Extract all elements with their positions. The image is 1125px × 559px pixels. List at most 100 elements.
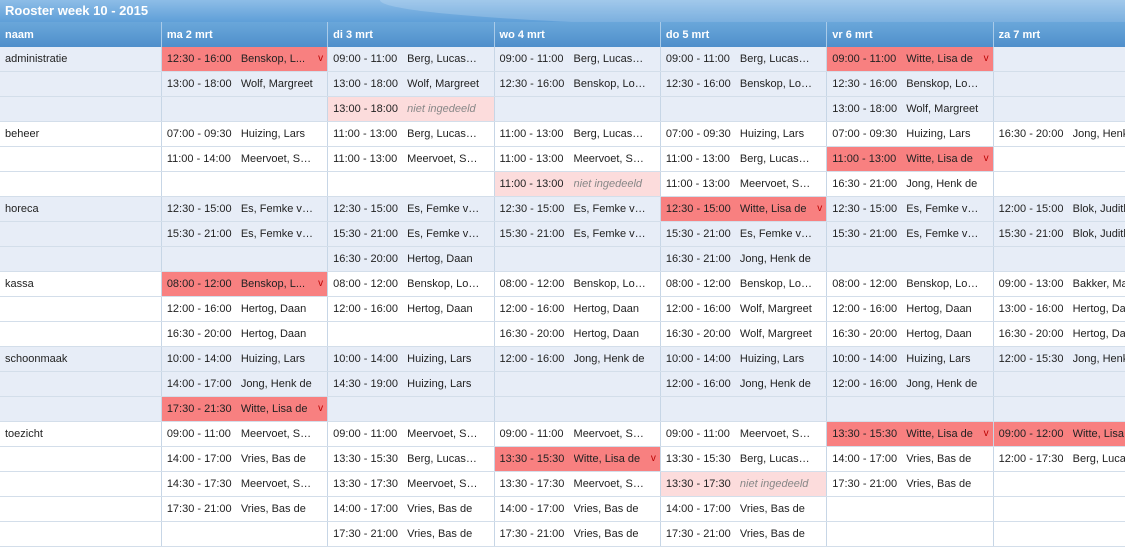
column-header-day[interactable]: di 3 mrt [327, 22, 495, 47]
shift[interactable]: 09:00 - 11:00 Meervoet, Sa... [162, 422, 327, 446]
day-cell[interactable] [161, 521, 329, 547]
shift-unassigned[interactable]: 13:00 - 18:00 niet ingedeeld [328, 97, 494, 121]
day-cell[interactable] [826, 496, 994, 522]
column-header-day[interactable]: wo 4 mrt [494, 22, 661, 47]
shift[interactable]: 16:30 - 20:00 Hertog, Daan [162, 322, 327, 346]
shift-conflict[interactable]: 11:00 - 13:00 Witte, Lisa de v [827, 147, 993, 171]
shift[interactable]: 10:00 - 14:00 Huizing, Lars [661, 347, 826, 371]
shift[interactable]: 12:00 - 16:00 Wolf, Margreet [661, 297, 826, 321]
shift[interactable]: 13:30 - 17:30 Meervoet, Sa... [328, 472, 493, 496]
shift[interactable]: 17:30 - 21:00 Vries, Bas de [661, 522, 826, 546]
shift[interactable]: 16:30 - 21:00 Jong, Henk de [661, 247, 826, 271]
shift[interactable]: 07:00 - 09:30 Huizing, Lars [661, 122, 826, 146]
day-cell[interactable] [826, 521, 994, 547]
shift[interactable]: 09:00 - 11:00 Berg, Lucas v... [495, 47, 660, 71]
shift[interactable]: 16:30 - 20:00 Hertog, Daan [495, 322, 660, 346]
day-cell[interactable] [660, 96, 828, 122]
day-cell[interactable] [993, 471, 1125, 497]
shift[interactable]: 12:00 - 16:00 Jong, Henk de [661, 372, 826, 396]
shift[interactable]: 16:30 - 20:00 Hertog, Daa [994, 322, 1125, 346]
shift[interactable]: 13:30 - 15:30 Berg, Lucas v... [661, 447, 826, 471]
column-header-day[interactable]: za 7 mrt [993, 22, 1125, 47]
shift[interactable]: 12:30 - 15:00 Es, Femke van [328, 197, 493, 221]
shift[interactable]: 12:00 - 16:00 Hertog, Daan [495, 297, 660, 321]
shift[interactable]: 12:00 - 16:00 Hertog, Daan [162, 297, 327, 321]
shift[interactable]: 07:00 - 09:30 Huizing, Lars [162, 122, 327, 146]
day-cell[interactable] [826, 246, 994, 272]
shift[interactable]: 12:00 - 16:00 Hertog, Daan [328, 297, 493, 321]
day-cell[interactable] [993, 96, 1125, 122]
shift[interactable]: 11:00 - 13:00 Berg, Lucas v... [661, 147, 826, 171]
shift[interactable]: 12:00 - 17:30 Berg, Lucas [994, 447, 1125, 471]
conflict-dropdown-icon[interactable]: v [318, 278, 324, 289]
day-cell[interactable] [993, 396, 1125, 422]
shift[interactable]: 13:00 - 18:00 Wolf, Margreet [162, 72, 327, 96]
shift[interactable]: 14:30 - 19:00 Huizing, Lars [328, 372, 493, 396]
day-cell[interactable] [993, 371, 1125, 397]
shift[interactable]: 15:30 - 21:00 Es, Femke van [495, 222, 660, 246]
shift[interactable]: 16:30 - 20:00 Hertog, Daan [328, 247, 493, 271]
conflict-dropdown-icon[interactable]: v [318, 403, 324, 414]
day-cell[interactable] [327, 321, 495, 347]
day-cell[interactable] [993, 71, 1125, 97]
shift[interactable]: 12:30 - 16:00 Benskop, Lotte [827, 72, 992, 96]
conflict-dropdown-icon[interactable]: v [983, 428, 989, 439]
shift[interactable]: 16:30 - 20:00 Jong, Henk de [994, 122, 1125, 146]
shift-conflict[interactable]: 12:30 - 15:00 Witte, Lisa de v [660, 197, 826, 221]
shift-conflict[interactable]: 08:00 - 12:00 Benskop, L... v [161, 272, 327, 296]
day-cell[interactable] [161, 96, 329, 122]
shift[interactable]: 12:30 - 16:00 Benskop, Lotte [661, 72, 826, 96]
shift[interactable]: 14:00 - 17:00 Vries, Bas de [827, 447, 992, 471]
day-cell[interactable] [494, 96, 661, 122]
column-header-day[interactable]: vr 6 mrt [826, 22, 994, 47]
day-cell[interactable] [494, 246, 661, 272]
shift-conflict[interactable]: 17:30 - 21:30 Witte, Lisa de v [161, 397, 327, 421]
shift[interactable]: 14:00 - 17:00 Vries, Bas de [661, 497, 826, 521]
shift[interactable]: 16:30 - 21:00 Jong, Henk de [827, 172, 992, 196]
shift[interactable]: 14:00 - 17:00 Vries, Bas de [328, 497, 493, 521]
shift-conflict[interactable]: 12:30 - 16:00 Benskop, L... v [161, 47, 327, 71]
shift[interactable]: 17:30 - 21:00 Vries, Bas de [328, 522, 493, 546]
conflict-dropdown-icon[interactable]: v [983, 153, 989, 164]
shift[interactable]: 15:30 - 21:00 Es, Femke van [162, 222, 327, 246]
conflict-dropdown-icon[interactable]: v [817, 203, 823, 214]
day-cell[interactable] [993, 521, 1125, 547]
shift[interactable]: 16:30 - 20:00 Hertog, Daan [827, 322, 992, 346]
shift[interactable]: 13:00 - 16:00 Hertog, Daa [994, 297, 1125, 321]
shift[interactable]: 10:00 - 14:00 Huizing, Lars [162, 347, 327, 371]
shift[interactable]: 10:00 - 14:00 Huizing, Lars [328, 347, 493, 371]
shift[interactable]: 17:30 - 21:00 Vries, Bas de [162, 497, 327, 521]
conflict-dropdown-icon[interactable]: v [650, 453, 656, 464]
shift[interactable]: 09:00 - 11:00 Berg, Lucas v... [661, 47, 826, 71]
shift[interactable]: 15:30 - 21:00 Es, Femke van [827, 222, 992, 246]
day-cell[interactable] [993, 146, 1125, 172]
shift[interactable]: 12:30 - 15:00 Es, Femke van [495, 197, 660, 221]
day-cell[interactable] [993, 496, 1125, 522]
shift[interactable]: 11:00 - 14:00 Meervoet, Sa... [162, 147, 327, 171]
column-header-day[interactable]: do 5 mrt [660, 22, 828, 47]
shift[interactable]: 08:00 - 12:00 Benskop, Lotte [328, 272, 493, 296]
day-cell[interactable] [327, 171, 495, 197]
shift[interactable]: 13:00 - 18:00 Wolf, Margreet [827, 97, 992, 121]
shift[interactable]: 08:00 - 12:00 Benskop, Lotte [661, 272, 826, 296]
shift[interactable]: 12:00 - 16:00 Jong, Henk de [827, 372, 992, 396]
shift[interactable]: 14:00 - 17:00 Vries, Bas de [162, 447, 327, 471]
day-cell[interactable] [161, 171, 329, 197]
column-header-day[interactable]: ma 2 mrt [161, 22, 329, 47]
column-header-name[interactable]: naam [0, 22, 162, 47]
shift[interactable]: 12:00 - 15:00 Blok, Judith [994, 197, 1125, 221]
day-cell[interactable] [161, 246, 329, 272]
shift[interactable]: 11:00 - 13:00 Berg, Lucas v... [495, 122, 660, 146]
day-cell[interactable] [660, 396, 828, 422]
shift[interactable]: 11:00 - 13:00 Meervoet, Sa... [495, 147, 660, 171]
shift[interactable]: 09:00 - 11:00 Meervoet, Sa... [328, 422, 493, 446]
shift[interactable]: 09:00 - 11:00 Meervoet, Sa... [495, 422, 660, 446]
shift[interactable]: 15:30 - 21:00 Es, Femke van [661, 222, 826, 246]
shift[interactable]: 14:30 - 17:30 Meervoet, Sa... [162, 472, 327, 496]
shift[interactable]: 09:00 - 13:00 Bakker, Maa [994, 272, 1125, 296]
conflict-dropdown-icon[interactable]: v [983, 53, 989, 64]
shift[interactable]: 14:00 - 17:00 Vries, Bas de [495, 497, 660, 521]
shift-conflict[interactable]: 13:30 - 15:30 Witte, Lisa de v [494, 447, 660, 471]
shift[interactable]: 12:00 - 15:30 Jong, Henk d [994, 347, 1125, 371]
